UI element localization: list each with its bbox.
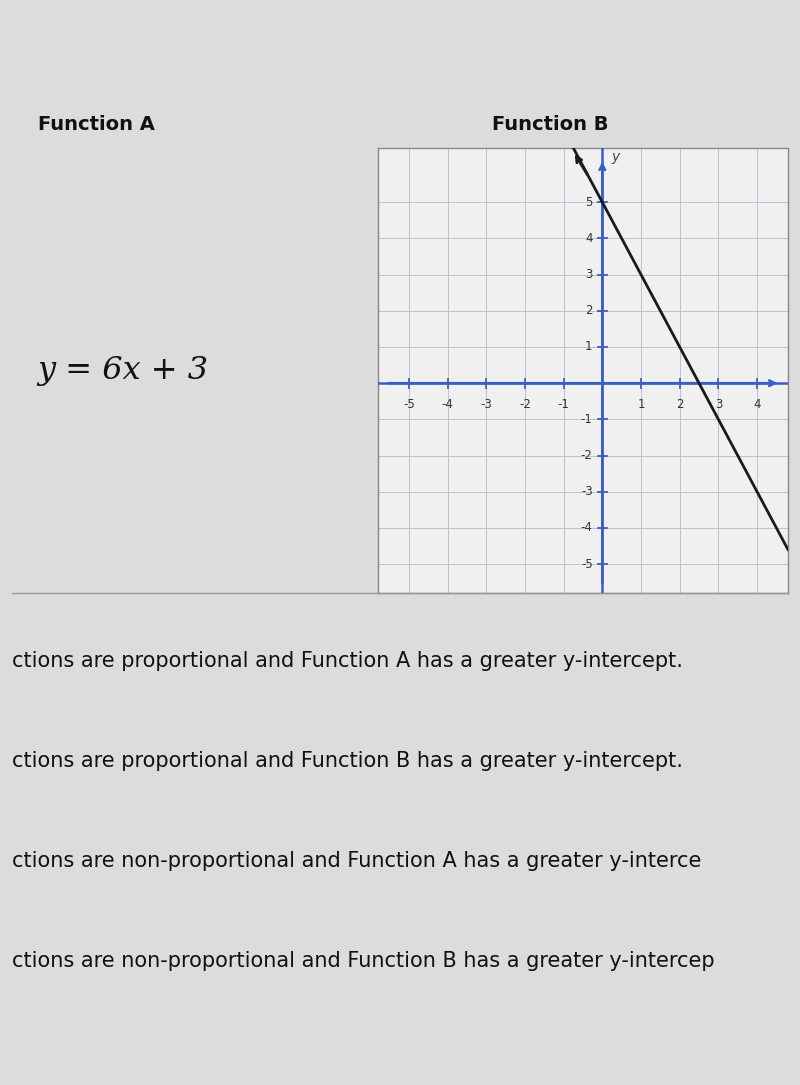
Text: ctions are non-proportional and Function A has a greater y-interce: ctions are non-proportional and Function… (12, 851, 702, 871)
Text: 5: 5 (586, 195, 593, 208)
Text: -3: -3 (481, 398, 492, 411)
Text: 4: 4 (585, 232, 593, 245)
Text: -2: -2 (581, 449, 593, 462)
Text: -4: -4 (442, 398, 454, 411)
Text: 3: 3 (714, 398, 722, 411)
Text: -5: -5 (581, 558, 593, 571)
Text: -1: -1 (558, 398, 570, 411)
Text: -5: -5 (403, 398, 415, 411)
Text: -3: -3 (581, 485, 593, 498)
Text: y = 6x + 3: y = 6x + 3 (38, 355, 209, 386)
Text: ctions are non-proportional and Function B has a greater y-intercep: ctions are non-proportional and Function… (12, 950, 714, 971)
Text: 1: 1 (585, 341, 593, 354)
Text: -4: -4 (581, 522, 593, 535)
Text: 3: 3 (586, 268, 593, 281)
Text: ctions are proportional and Function A has a greater y-intercept.: ctions are proportional and Function A h… (12, 651, 683, 671)
Text: 4: 4 (754, 398, 761, 411)
Text: y: y (611, 150, 619, 164)
Text: Function B: Function B (492, 115, 609, 135)
Text: 2: 2 (585, 304, 593, 317)
Text: ctions are proportional and Function B has a greater y-intercept.: ctions are proportional and Function B h… (12, 751, 683, 771)
Text: -1: -1 (581, 412, 593, 425)
Text: -2: -2 (519, 398, 531, 411)
Text: 2: 2 (676, 398, 683, 411)
Text: Function A: Function A (38, 115, 154, 135)
Text: 1: 1 (638, 398, 645, 411)
